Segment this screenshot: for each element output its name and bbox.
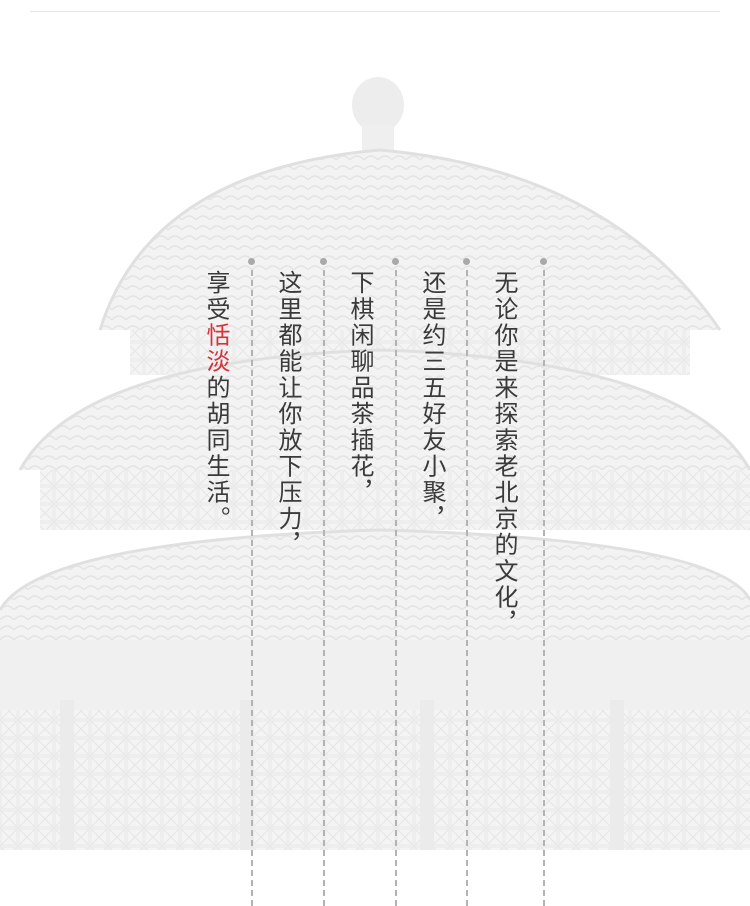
dashed-line: [466, 270, 468, 906]
separator-dot: [248, 258, 255, 265]
temple-background-illustration: [0, 77, 750, 850]
text-column-5: 享受恬淡的胡同生活。: [201, 270, 231, 532]
top-divider: [30, 11, 720, 12]
separator-dot: [392, 258, 399, 265]
highlight-text: 恬淡: [202, 322, 230, 375]
text-column-5-end: 的胡同生活。: [202, 374, 230, 533]
dashed-line: [323, 270, 325, 906]
dashed-line: [543, 270, 545, 906]
dashed-line: [395, 270, 397, 906]
text-column-3: 下棋闲聊品茶插花，: [346, 270, 374, 506]
separator-dot: [463, 258, 470, 265]
text-column-4: 这里都能让你放下压力，: [274, 270, 302, 559]
separator-dot: [320, 258, 327, 265]
dashed-line: [251, 270, 253, 906]
separator-dot: [540, 258, 547, 265]
text-column-2: 还是约三五好友小聚，: [418, 270, 446, 532]
text-column-1: 无论你是来探索老北京的文化，: [490, 270, 518, 637]
text-column-5-start: 享受: [202, 270, 230, 323]
